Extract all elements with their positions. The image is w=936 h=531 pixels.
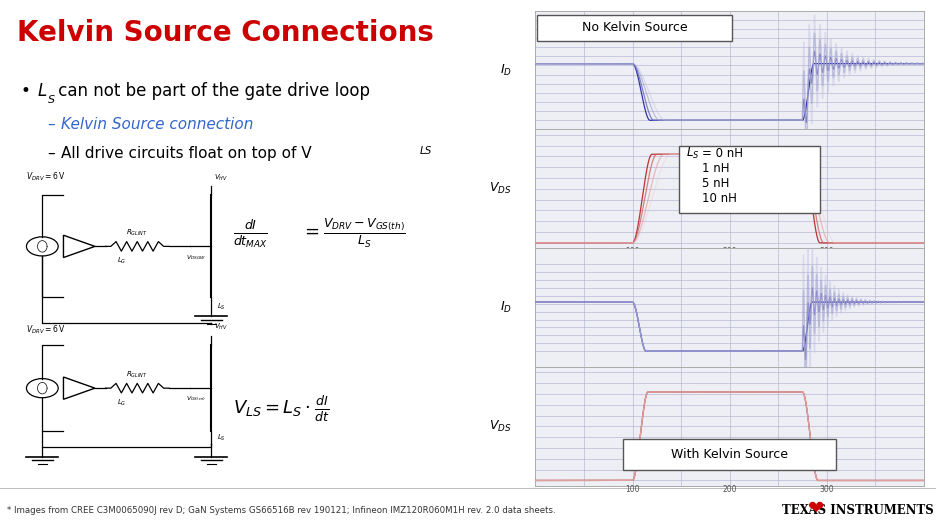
Text: S: S <box>48 95 55 105</box>
Text: $L_S$: $L_S$ <box>216 302 226 312</box>
Text: $V_{HV}$: $V_{HV}$ <box>214 322 228 332</box>
Text: * Images from CREE C3M0065090J rev D; GaN Systems GS66516B rev 190121; Infineon : * Images from CREE C3M0065090J rev D; Ga… <box>7 506 556 515</box>
Text: $V_{DRV}=6\,\mathrm{V}$: $V_{DRV}=6\,\mathrm{V}$ <box>26 323 66 336</box>
Text: 10 nH: 10 nH <box>702 192 738 205</box>
FancyBboxPatch shape <box>622 440 837 469</box>
Text: $L_S$: $L_S$ <box>686 145 699 161</box>
Text: ❤: ❤ <box>808 499 825 518</box>
FancyBboxPatch shape <box>680 145 820 212</box>
Text: 1 nH: 1 nH <box>702 162 730 175</box>
Text: –: – <box>47 117 54 132</box>
Text: 200: 200 <box>723 485 737 494</box>
Text: L: L <box>37 82 47 100</box>
Text: $I_D$: $I_D$ <box>500 63 512 78</box>
Text: Kelvin Source connection: Kelvin Source connection <box>61 117 254 132</box>
Text: $I_D$: $I_D$ <box>500 300 512 315</box>
Text: can not be part of the gate drive loop: can not be part of the gate drive loop <box>53 82 371 100</box>
Text: $=\frac{V_{DRV}-V_{GS(th)}}{L_S}$: $=\frac{V_{DRV}-V_{GS(th)}}{L_S}$ <box>301 217 406 250</box>
Text: $R_{GLINT}$: $R_{GLINT}$ <box>126 370 148 380</box>
Text: 100: 100 <box>625 485 639 494</box>
Text: $V_{DRV}=6\,\mathrm{V}$: $V_{DRV}=6\,\mathrm{V}$ <box>26 170 66 183</box>
Text: $V_{DS}$: $V_{DS}$ <box>490 419 512 434</box>
Text: 5 nH: 5 nH <box>702 177 730 190</box>
Text: All drive circuits float on top of V: All drive circuits float on top of V <box>61 146 312 161</box>
Text: Kelvin Source Connections: Kelvin Source Connections <box>17 19 433 47</box>
Text: $L_S$: $L_S$ <box>216 432 226 443</box>
Text: = 0 nH: = 0 nH <box>702 147 743 160</box>
Text: 300: 300 <box>819 485 834 494</box>
Text: LS: LS <box>419 146 431 156</box>
Text: No Kelvin Source: No Kelvin Source <box>581 21 687 35</box>
Text: With Kelvin Source: With Kelvin Source <box>671 448 788 461</box>
Text: $L_G$: $L_G$ <box>117 398 126 408</box>
FancyBboxPatch shape <box>537 15 732 41</box>
Text: $V_{HV}$: $V_{HV}$ <box>214 173 228 183</box>
Text: $V_{DS}$: $V_{DS}$ <box>490 181 512 196</box>
Text: 100: 100 <box>625 247 639 256</box>
Text: 200: 200 <box>723 247 737 256</box>
Text: $R_{GLINT}$: $R_{GLINT}$ <box>126 228 148 238</box>
Text: $V_{DSGW}$: $V_{DSGW}$ <box>185 253 206 262</box>
Text: 300: 300 <box>819 247 834 256</box>
Text: $L_G$: $L_G$ <box>117 256 126 266</box>
Text: $\frac{dI}{dt_{MAX}}$: $\frac{dI}{dt_{MAX}}$ <box>233 218 268 250</box>
Text: •: • <box>21 82 31 100</box>
Text: TEXAS INSTRUMENTS: TEXAS INSTRUMENTS <box>782 503 934 517</box>
Text: $V_{GS(m)}$: $V_{GS(m)}$ <box>186 395 206 402</box>
Text: –: – <box>47 146 54 161</box>
Text: $V_{LS} = L_S \cdot \frac{dI}{dt}$: $V_{LS} = L_S \cdot \frac{dI}{dt}$ <box>233 394 329 424</box>
